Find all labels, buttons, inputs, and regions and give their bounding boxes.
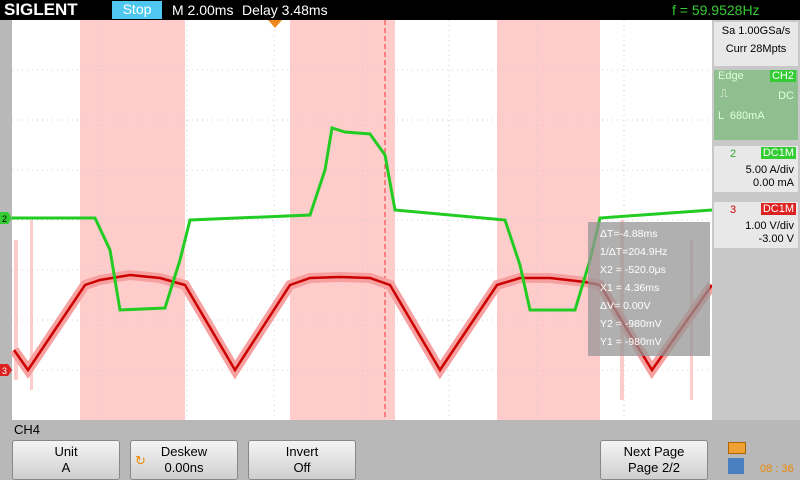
channel-number: 3 [730, 204, 737, 216]
cursor-readout: ΔT=-4.88ms 1/ΔT=204.9Hz X2 = -520.0μs X1… [588, 222, 710, 356]
trigger-box[interactable]: Edge CH2 ⎍ DC L 680mA [714, 70, 798, 140]
channel-3-trace [12, 273, 712, 373]
cursor-value: X2 = -520.0μs [600, 264, 666, 276]
cursor-value: Y2 = -980mV [600, 318, 662, 330]
trigger-coupling: DC [778, 90, 794, 102]
sample-rate: Sa 1.00GSa/s [721, 25, 791, 37]
button-label: Invert [285, 444, 319, 459]
battery-icon [728, 442, 746, 454]
trigger-type: Edge [718, 70, 744, 82]
frequency: f = 59.9528Hz [672, 2, 760, 18]
button-value: Page 2/2 [627, 460, 681, 475]
cursor-value: ΔV= 0.00V [600, 300, 651, 312]
delay: Delay 3.48ms [242, 2, 328, 18]
waveform-area: 2 3 [0, 20, 712, 420]
channel-2-box[interactable]: 2 DC1M 5.00 A/div 0.00 mA [714, 146, 798, 192]
edge-icon: ⎍ [720, 88, 728, 100]
menu-button[interactable]: ↻ Deskew 0.00ns [130, 440, 238, 480]
channel-number: 2 [730, 148, 737, 160]
channel-2-marker [0, 212, 12, 224]
channel-2-trace [12, 126, 712, 312]
trigger-position [268, 20, 282, 28]
brand: SIGLENT [4, 0, 78, 19]
timebase: M 2.00ms [172, 2, 234, 18]
channel-offset: 0.00 mA [753, 177, 794, 189]
menu-title: CH4 [14, 422, 41, 437]
channel-3-marker [0, 364, 12, 376]
memory-depth: Curr 28Mpts [725, 43, 787, 55]
menu-button[interactable]: Invert Off [248, 440, 356, 480]
persistence-bands [14, 20, 693, 420]
side-panel: Sa 1.00GSa/s Curr 28Mpts Edge CH2 ⎍ DC L… [712, 20, 800, 420]
button-value: Off [293, 460, 311, 475]
acquisition: Sa 1.00GSa/s Curr 28Mpts [714, 22, 798, 66]
menu-button[interactable]: Next Page Page 2/2 [600, 440, 708, 480]
channel-impedance: DC1M [760, 147, 796, 159]
knob-icon: ↻ [135, 453, 146, 468]
channel-offset: -3.00 V [758, 233, 794, 245]
button-label: Unit [54, 444, 78, 459]
channel-3-box[interactable]: 3 DC1M 1.00 V/div -3.00 V [714, 202, 798, 248]
network-icon [728, 458, 744, 474]
header: SIGLENT Stop M 2.00ms Delay 3.48ms f = 5… [0, 0, 800, 20]
cursor-value: ΔT=-4.88ms [600, 228, 658, 240]
channel-scale: 1.00 V/div [745, 220, 794, 232]
run-status[interactable]: Stop [112, 1, 162, 19]
button-label: Deskew [160, 444, 208, 459]
grid [12, 20, 712, 420]
channel-3-marker-label: 3 [2, 366, 7, 376]
channel-2-marker-label: 2 [2, 214, 7, 224]
channel-impedance: DC1M [760, 203, 796, 215]
button-value: 0.00ns [164, 460, 204, 475]
button-label: Next Page [623, 444, 685, 459]
cursor-value: Y1 = -980mV [600, 336, 662, 348]
channel-scale: 5.00 A/div [745, 164, 794, 176]
button-value: A [61, 460, 71, 475]
menu-button[interactable]: Unit A [12, 440, 120, 480]
cursor-value: X1 = 4.36ms [600, 282, 660, 294]
trigger-level: L 680mA [718, 110, 765, 122]
cursor-value: 1/ΔT=204.9Hz [600, 246, 668, 258]
trigger-source: CH2 [769, 70, 796, 82]
clock: 08 : 36 [760, 463, 794, 475]
